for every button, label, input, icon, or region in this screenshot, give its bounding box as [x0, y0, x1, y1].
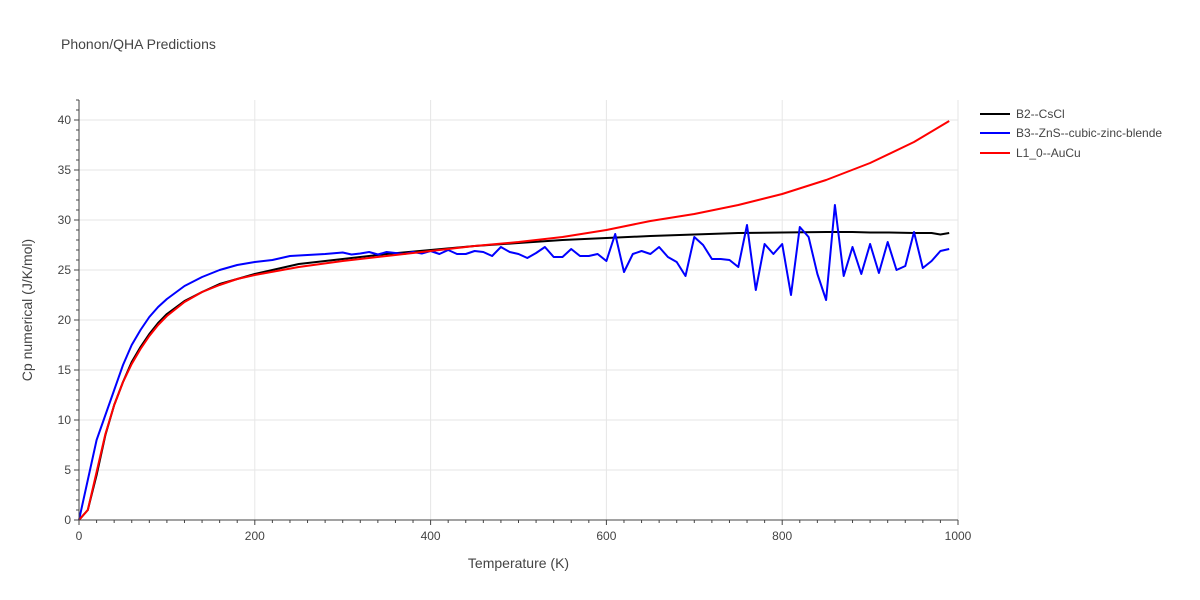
x-tick-label: 200 — [245, 529, 265, 543]
series-line-1 — [78, 204, 950, 521]
y-tick-label: 15 — [58, 363, 72, 377]
legend-swatch-l10-aucu — [980, 151, 1010, 154]
y-tick-label: 20 — [58, 313, 72, 327]
legend-item-l10-aucu[interactable]: L1_0--AuCu — [980, 143, 1162, 163]
chart-title: Phonon/QHA Predictions — [61, 36, 216, 52]
y-tick-label: 40 — [58, 113, 72, 127]
legend-swatch-b2-cscl — [980, 112, 1010, 115]
grid-lines — [79, 100, 959, 520]
y-tick-label: 35 — [58, 163, 72, 177]
y-tick-label: 30 — [58, 213, 72, 227]
legend: B2--CsCl B3--ZnS--cubic-zinc-blende L1_0… — [980, 104, 1162, 163]
x-axis-label: Temperature (K) — [468, 555, 569, 571]
legend-label: L1_0--AuCu — [1016, 145, 1081, 160]
x-tick-label: 0 — [76, 529, 83, 543]
y-tick-label: 10 — [58, 413, 72, 427]
x-tick-label: 400 — [421, 529, 441, 543]
y-tick-label: 0 — [64, 513, 71, 527]
legend-label: B3--ZnS--cubic-zinc-blende — [1016, 126, 1163, 141]
series-lines — [78, 120, 950, 521]
y-axis-label: Cp numerical (J/K/mol) — [19, 239, 35, 381]
y-tick-label: 25 — [58, 263, 72, 277]
axes: 0 200 400 600 800 1000 0 5 10 15 20 25 30 35 40 — [58, 99, 972, 543]
x-ticks: 0 200 400 600 800 1000 — [76, 520, 972, 543]
x-tick-label: 1000 — [945, 529, 972, 543]
x-tick-label: 600 — [596, 529, 616, 543]
legend-item-b2-cscl[interactable]: B2--CsCl — [980, 104, 1162, 124]
legend-label: B2--CsCl — [1016, 106, 1065, 121]
y-tick-label: 5 — [64, 463, 71, 477]
y-ticks: 0 5 10 15 20 25 30 35 40 — [58, 99, 79, 527]
legend-item-b3-zns[interactable]: B3--ZnS--cubic-zinc-blende — [980, 124, 1162, 144]
x-tick-label: 800 — [772, 529, 792, 543]
series-line-2 — [78, 120, 950, 521]
legend-swatch-b3-zns — [980, 132, 1010, 135]
